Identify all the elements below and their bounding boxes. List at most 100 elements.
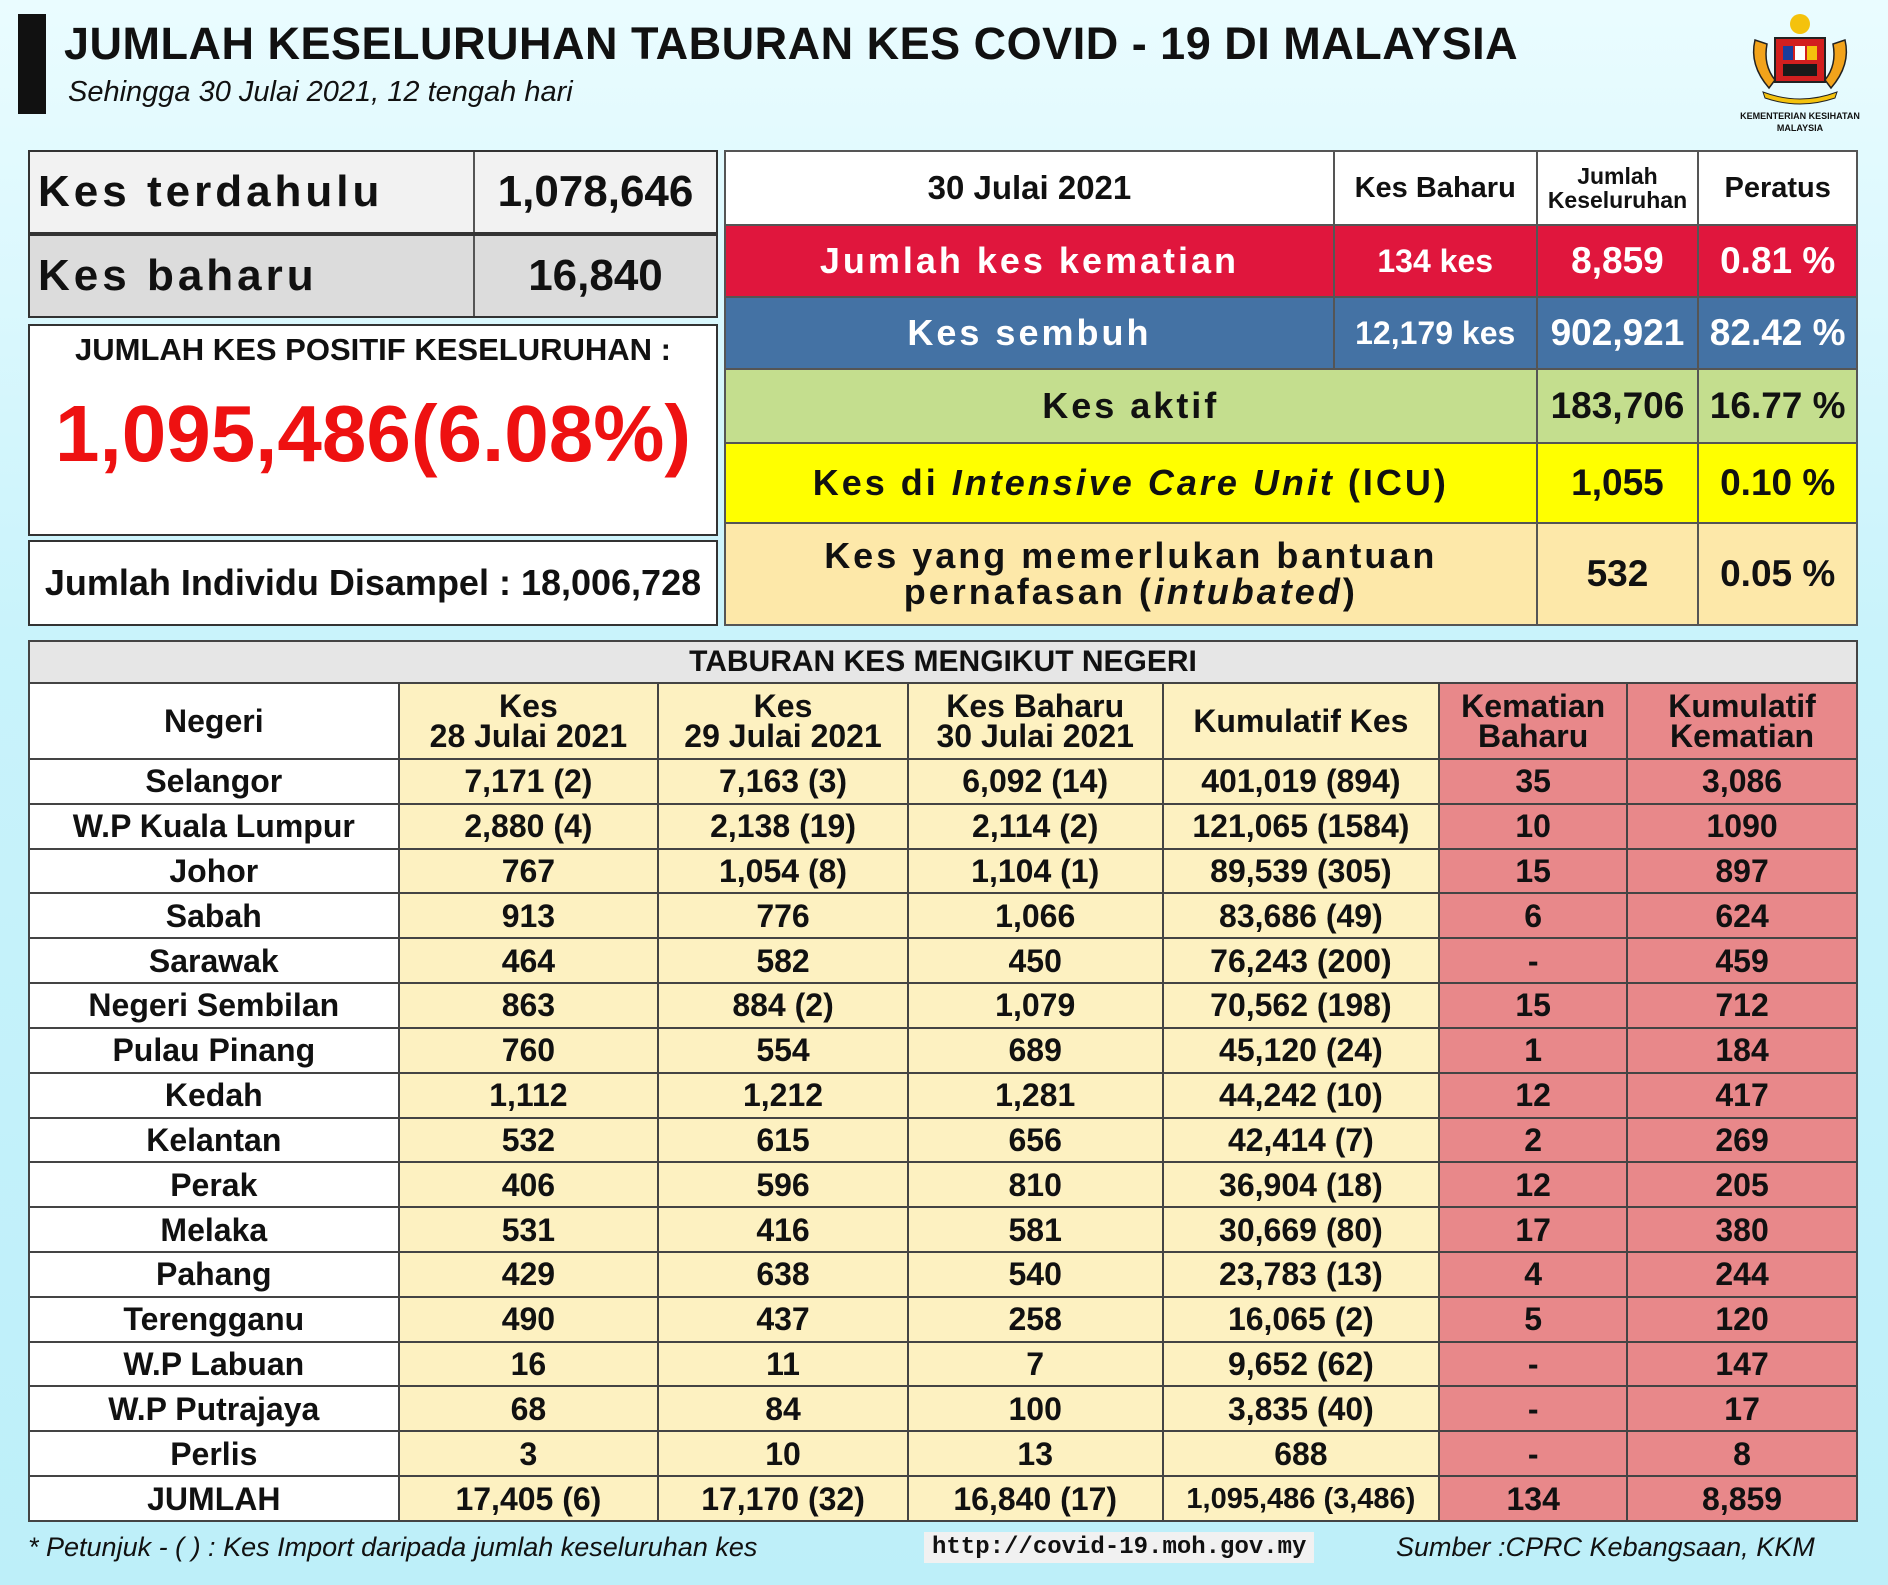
- cases-28-july-cell: 7,171 (2): [397, 758, 660, 805]
- state-name-cell: Johor: [28, 847, 400, 895]
- state-name-cell: Kedah: [28, 1071, 400, 1119]
- col-cumulative-deaths-l1: Kumulatif: [1668, 688, 1816, 724]
- cumulative-deaths-cell: 269: [1626, 1116, 1858, 1164]
- footer-note: * Petunjuk - ( ) : Kes Import daripada j…: [28, 1532, 758, 1562]
- cases-29-july-cell: 1,212: [657, 1071, 909, 1119]
- col-cumulative: Kumulatif Kes: [1161, 682, 1441, 760]
- cases-28-july-cell: 16: [397, 1340, 660, 1388]
- page-subtitle: Sehingga 30 Julai 2021, 12 tengah hari: [68, 76, 573, 108]
- footer-url[interactable]: http://covid-19.moh.gov.my: [924, 1532, 1315, 1563]
- cumulative-deaths-cell: 712: [1626, 982, 1858, 1029]
- active-label: Kes aktif: [724, 368, 1538, 444]
- recovered-total: 902,921: [1535, 296, 1700, 370]
- state-name-cell: JUMLAH: [28, 1475, 400, 1522]
- col-29-july-l1: Kes: [753, 688, 813, 724]
- cumulative-cases-cell: 23,783 (13): [1161, 1250, 1441, 1298]
- state-name-cell: Kelantan: [28, 1116, 400, 1164]
- cumulative-cases-cell: 1,095,486 (3,486): [1161, 1475, 1441, 1522]
- summary-col-total-line2: Keseluruhan: [1547, 187, 1688, 213]
- logo-line1: KEMENTERIAN KESIHATAN: [1740, 111, 1860, 121]
- state-row: Sabah 913 776 1,066 83,686 (49) 6 624: [28, 892, 1858, 940]
- intubated-label-line2-post: ): [1342, 571, 1358, 612]
- cumulative-cases-cell: 44,242 (10): [1161, 1071, 1441, 1119]
- cases-29-july-cell: 7,163 (3): [657, 758, 909, 805]
- cumulative-cases-cell: 42,414 (7): [1161, 1116, 1441, 1164]
- state-row: Johor 767 1,054 (8) 1,104 (1) 89,539 (305) 15…: [28, 847, 1858, 895]
- col-28-july: Kes 28 Julai 2021: [397, 682, 660, 760]
- new-deaths-cell: 15: [1438, 982, 1629, 1029]
- cases-29-july-cell: 615: [657, 1116, 909, 1164]
- cumulative-deaths-cell: 244: [1626, 1250, 1858, 1298]
- sampled-box: Jumlah Individu Disampel : 18,006,728: [28, 540, 718, 626]
- cases-30-july-cell: 581: [906, 1206, 1164, 1253]
- cases-30-july-cell: 2,114 (2): [906, 802, 1164, 850]
- cumulative-cases-cell: 45,120 (24): [1161, 1026, 1441, 1074]
- cases-28-july-cell: 760: [397, 1026, 660, 1074]
- state-row: Terengganu 490 437 258 16,065 (2) 5 120: [28, 1295, 1858, 1343]
- cumulative-deaths-cell: 897: [1626, 847, 1858, 895]
- cumulative-deaths-cell: 1090: [1626, 802, 1858, 850]
- icu-label-pre: Kes di: [812, 462, 952, 503]
- cumulative-cases-cell: 76,243 (200): [1161, 937, 1441, 985]
- cumulative-deaths-cell: 459: [1626, 937, 1858, 985]
- new-deaths-cell: 134: [1438, 1475, 1629, 1522]
- state-name-cell: Negeri Sembilan: [28, 982, 400, 1029]
- col-30-july-l2: 30 Julai 2021: [936, 718, 1134, 754]
- cases-28-july-cell: 406: [397, 1161, 660, 1209]
- state-row: Kelantan 532 615 656 42,414 (7) 2 269: [28, 1116, 1858, 1164]
- state-name-cell: Perlis: [28, 1430, 400, 1477]
- state-row: Selangor 7,171 (2) 7,163 (3) 6,092 (14) 401,…: [28, 758, 1858, 805]
- state-table-title: TABURAN KES MENGIKUT NEGERI: [28, 640, 1858, 684]
- cases-29-july-cell: 437: [657, 1295, 909, 1343]
- col-new-deaths: Kematian Baharu: [1438, 682, 1629, 760]
- death-new: 134 kes: [1332, 224, 1538, 298]
- cumulative-cases-cell: 121,065 (1584): [1161, 802, 1441, 850]
- logo-line2: MALAYSIA: [1776, 123, 1824, 133]
- cases-28-july-cell: 1,112: [397, 1071, 660, 1119]
- cases-30-july-cell: 7: [906, 1340, 1164, 1388]
- death-label: Jumlah kes kematian: [724, 224, 1335, 298]
- col-state: Negeri: [28, 682, 400, 760]
- cumulative-cases-cell: 83,686 (49): [1161, 892, 1441, 940]
- cases-28-july-cell: 913: [397, 892, 660, 940]
- new-deaths-cell: -: [1438, 1385, 1629, 1433]
- cumulative-deaths-cell: 205: [1626, 1161, 1858, 1209]
- col-29-july-l2: 29 Julai 2021: [684, 718, 882, 754]
- total-positive-label: JUMLAH KES POSITIF KESELURUHAN :: [75, 332, 671, 367]
- state-name-cell: W.P Putrajaya: [28, 1385, 400, 1433]
- state-name-cell: Sarawak: [28, 937, 400, 985]
- col-new-deaths-l1: Kematian: [1461, 688, 1606, 724]
- cases-28-july-cell: 490: [397, 1295, 660, 1343]
- cumulative-cases-cell: 36,904 (18): [1161, 1161, 1441, 1209]
- recovered-label: Kes sembuh: [724, 296, 1335, 370]
- state-name-cell: Pahang: [28, 1250, 400, 1298]
- new-cases-row: Kes baharu 16,840: [28, 234, 718, 318]
- cases-29-july-cell: 596: [657, 1161, 909, 1209]
- footer-source: Sumber :CPRC Kebangsaan, KKM: [1396, 1532, 1815, 1562]
- cumulative-deaths-cell: 184: [1626, 1026, 1858, 1074]
- intubated-label-line2-italic: intubated: [1153, 571, 1343, 612]
- cases-30-july-cell: 258: [906, 1295, 1164, 1343]
- intubated-label-line1: Kes yang memerlukan bantuan: [824, 535, 1438, 576]
- cases-30-july-cell: 810: [906, 1161, 1164, 1209]
- cumulative-cases-cell: 30,669 (80): [1161, 1206, 1441, 1253]
- state-name-cell: Pulau Pinang: [28, 1026, 400, 1074]
- cases-29-july-cell: 554: [657, 1026, 909, 1074]
- cases-30-july-cell: 689: [906, 1026, 1164, 1074]
- state-row: W.P Kuala Lumpur 2,880 (4) 2,138 (19) 2,114…: [28, 802, 1858, 850]
- state-name-cell: Melaka: [28, 1206, 400, 1253]
- cumulative-deaths-cell: 8,859: [1626, 1475, 1858, 1522]
- state-name-cell: Perak: [28, 1161, 400, 1209]
- icu-row: Kes di Intensive Care Unit (ICU) 1,055 0…: [724, 442, 1858, 524]
- new-deaths-cell: -: [1438, 1430, 1629, 1477]
- state-table-body: Selangor 7,171 (2) 7,163 (3) 6,092 (14) 401,…: [28, 758, 1858, 1522]
- cases-28-july-cell: 17,405 (6): [397, 1475, 660, 1522]
- cases-30-july-cell: 1,079: [906, 982, 1164, 1029]
- total-positive-pct: (6.08%): [410, 389, 692, 478]
- death-total: 8,859: [1535, 224, 1700, 298]
- new-cases-label: Kes baharu: [30, 236, 475, 316]
- new-deaths-cell: 17: [1438, 1206, 1629, 1253]
- active-pct: 16.77 %: [1697, 368, 1858, 444]
- cases-29-july-cell: 11: [657, 1340, 909, 1388]
- previous-cases-label: Kes terdahulu: [30, 152, 475, 232]
